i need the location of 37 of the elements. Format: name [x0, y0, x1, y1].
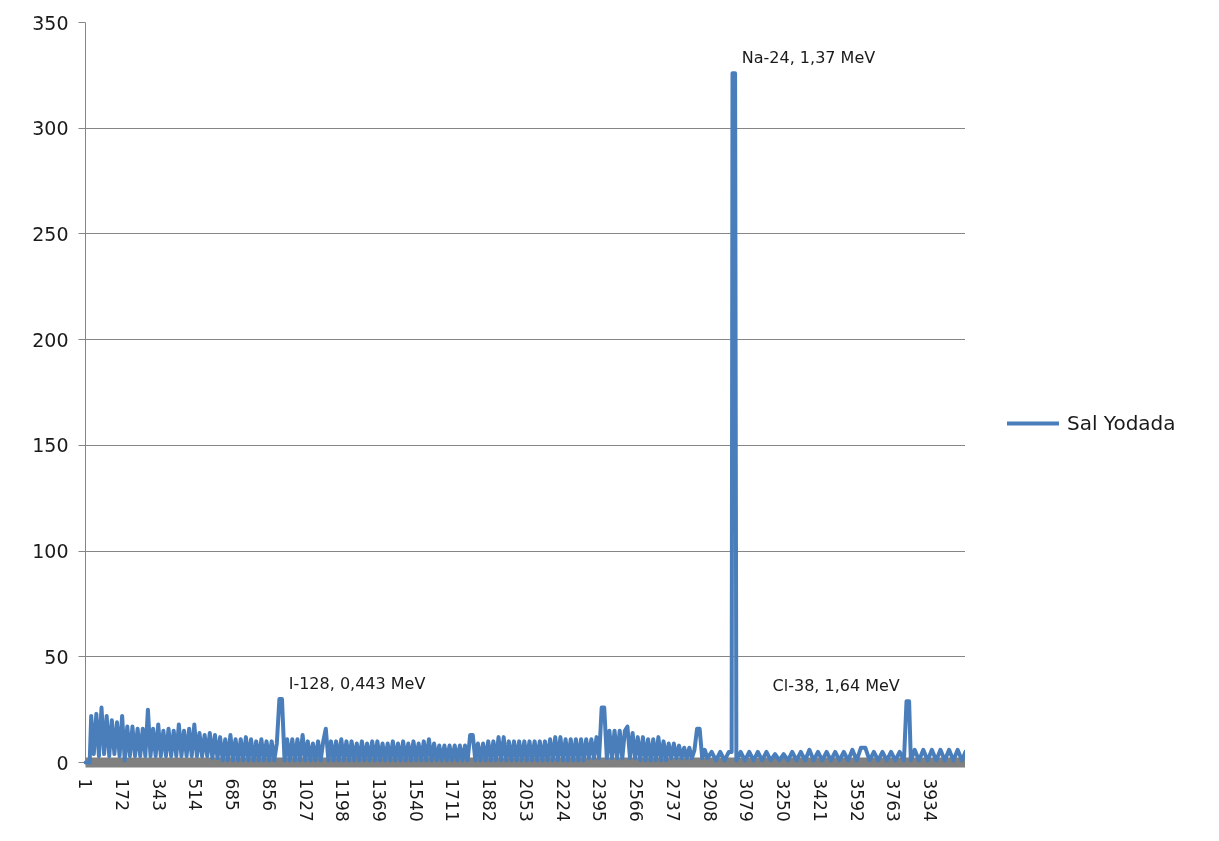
x-tick-label: 1369: [369, 778, 390, 822]
y-tick-label: 150: [32, 434, 69, 457]
y-tick-label: 100: [32, 540, 69, 563]
x-tick-label: 3421: [809, 778, 830, 822]
x-tick-label: 3592: [846, 778, 867, 822]
y-tick-label: 200: [32, 328, 69, 351]
y-tick-label: 300: [32, 117, 69, 140]
x-tick-label: 1711: [442, 778, 463, 822]
x-tick-label: 2224: [552, 778, 573, 822]
y-tick-label: 350: [32, 11, 69, 34]
legend-label: Sal Yodada: [1067, 411, 1176, 435]
x-tick-label: 3079: [736, 778, 757, 822]
y-tick-label: 250: [32, 222, 69, 245]
annotation: I-128, 0,443 MeV: [288, 674, 426, 694]
x-tick-label: 1540: [405, 778, 426, 822]
x-tick-label: 1198: [332, 778, 353, 822]
x-tick-label: 2053: [515, 778, 536, 822]
x-tick-label: 3934: [920, 778, 941, 822]
x-tick-label: 2908: [699, 778, 720, 822]
x-tick-label: 343: [148, 778, 169, 811]
x-tick-label: 1: [75, 778, 96, 790]
x-tick-label: 2566: [626, 778, 647, 822]
x-tick-label: 685: [222, 778, 243, 811]
x-tick-label: 1027: [295, 778, 316, 822]
x-tick-label: 2395: [589, 778, 610, 822]
x-tick-label: 3250: [773, 778, 794, 822]
line-series: [83, 71, 965, 765]
annotation: Cl-38, 1,64 MeV: [772, 676, 900, 696]
x-tick-label: 172: [111, 778, 132, 811]
x-tick-label: 514: [185, 778, 206, 811]
y-tick-label: 50: [44, 645, 69, 668]
x-tick-label: 2737: [662, 778, 683, 822]
x-tick-label: 856: [258, 778, 279, 811]
y-tick-label: 0: [56, 751, 69, 774]
x-tick-label: 1882: [479, 778, 500, 822]
annotation: Na-24, 1,37 MeV: [741, 48, 876, 68]
x-tick-label: 3763: [883, 778, 904, 822]
